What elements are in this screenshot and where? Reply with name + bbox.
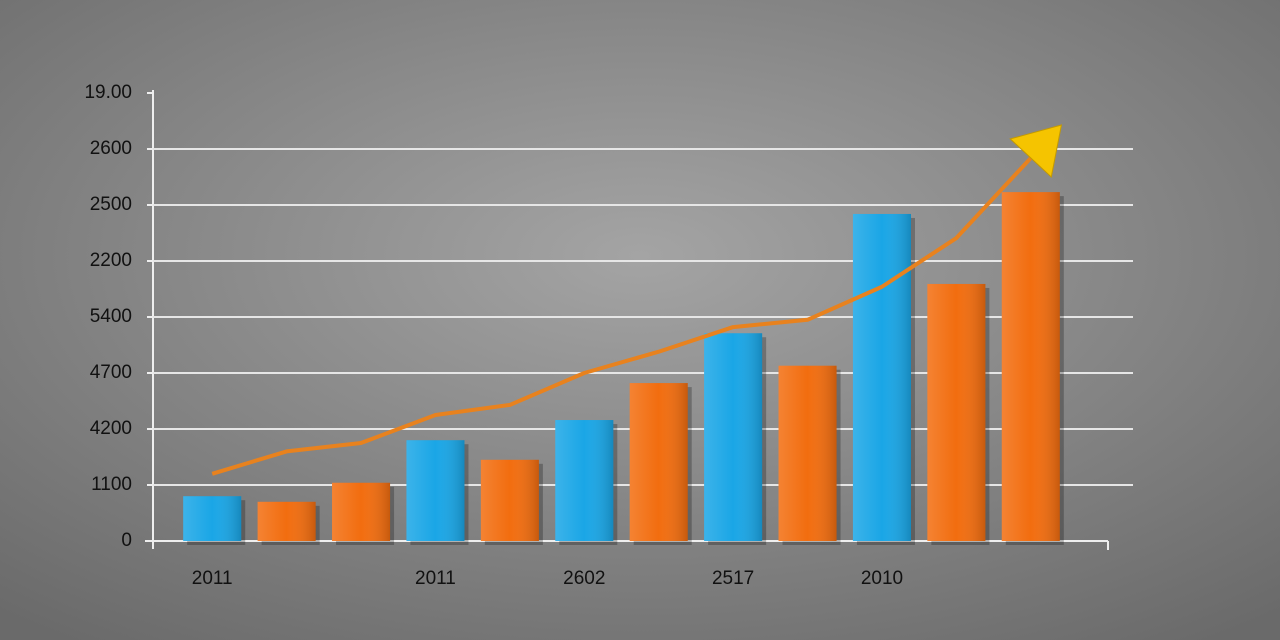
bar-shade [704, 333, 763, 541]
y-tick-label: 2200 [90, 250, 132, 271]
y-tick-label: 1100 [91, 474, 132, 495]
bar-shade [257, 501, 316, 541]
x-tick-label: 2011 [192, 568, 233, 589]
y-tick-label: 19.00 [84, 82, 132, 103]
x-tick-label: 2010 [861, 568, 903, 589]
trend-line [211, 156, 1033, 476]
bar-shade [852, 213, 911, 541]
bar-shade [183, 496, 242, 541]
bar-shade [406, 440, 465, 541]
y-tick-label: 0 [121, 530, 132, 551]
arrow-head [1009, 124, 1063, 178]
bar-shade [1001, 192, 1060, 541]
bar-shade [927, 283, 986, 541]
y-tick-label: 5400 [90, 306, 132, 327]
y-tick-label: 2600 [90, 138, 132, 159]
bar-shade [332, 482, 391, 541]
bar-shade [778, 365, 837, 541]
bar-shade [480, 459, 539, 541]
y-tick-label: 4700 [90, 362, 132, 383]
x-tick-label: 2602 [563, 568, 605, 589]
bar-shade [629, 383, 688, 541]
x-tick-label: 2011 [415, 568, 456, 589]
x-tick-label: 2517 [712, 568, 754, 589]
bar-shade [555, 420, 614, 541]
y-tick-label: 2500 [90, 194, 132, 215]
y-tick-label: 4200 [90, 418, 132, 439]
